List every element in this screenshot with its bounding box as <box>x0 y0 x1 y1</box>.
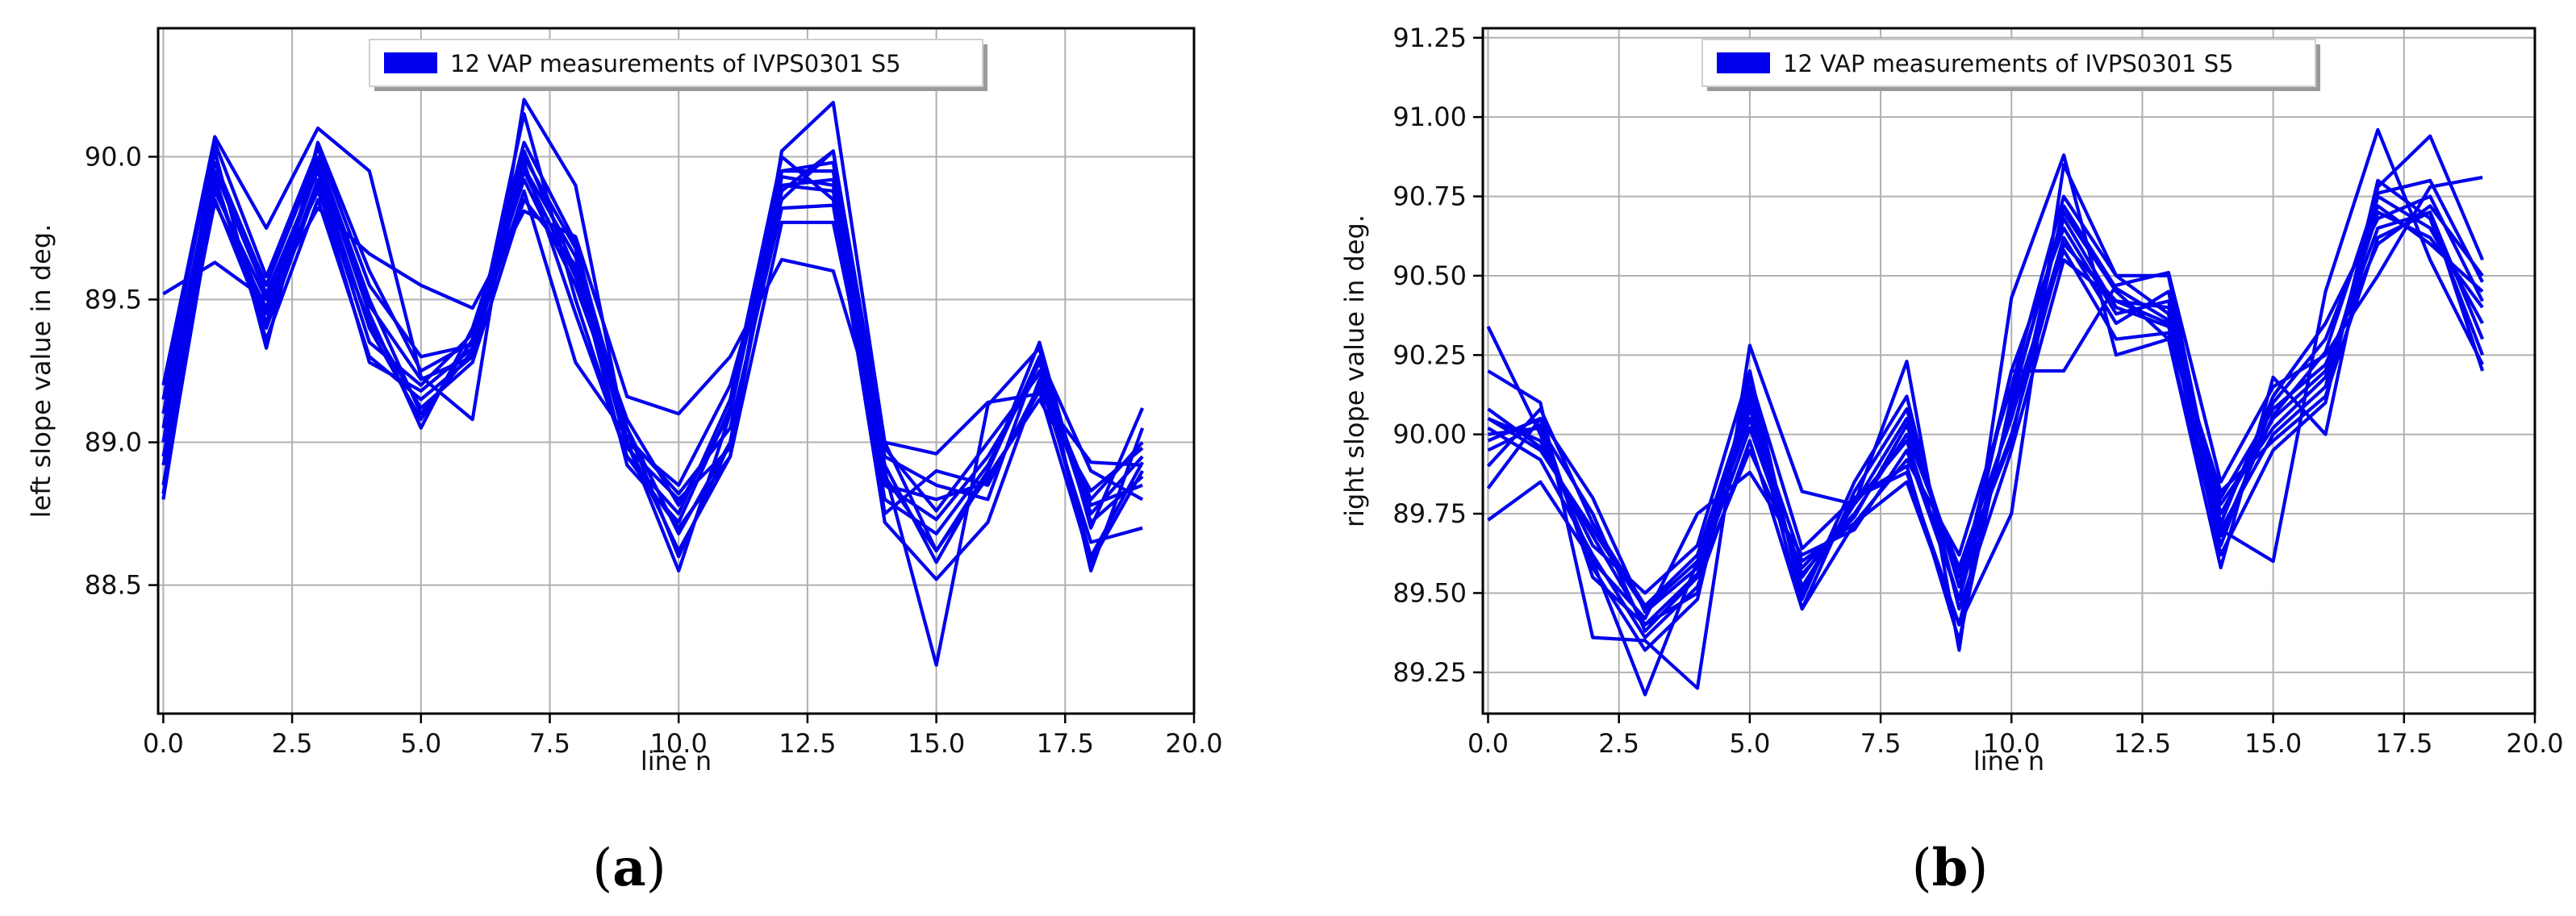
y-tick-label-b-3: 90.00 <box>1392 419 1467 450</box>
legend-box-b <box>1701 39 2316 87</box>
axis-ticks-a: 0.0 2.5 5.0 7.5 10.0 12.5 15.0 17.5 20.0 88.5 89.0… <box>85 141 1223 759</box>
y-tick-label-b-1: 89.50 <box>1392 577 1467 608</box>
series-line-b-11 <box>1487 178 2484 627</box>
x-tick-label-a-5: 12.5 <box>779 728 836 759</box>
y-tick-label-a-1: 89.0 <box>85 427 142 458</box>
x-tick-label-a-7: 17.5 <box>1037 728 1094 759</box>
x-axis-label-a: line n <box>641 746 712 777</box>
grid-a <box>158 28 1195 714</box>
series-line-a-8 <box>161 155 1143 581</box>
x-tick-label-b-7: 17.5 <box>2375 728 2432 759</box>
y-tick-label-b-2: 89.75 <box>1392 498 1467 529</box>
legend-label-a: 12 VAP measurements of IVPS0301 S5 <box>450 50 901 77</box>
x-tick-label-b-3: 7.5 <box>1860 728 1902 759</box>
y-tick-label-a-2: 89.5 <box>85 284 142 314</box>
y-tick-label-a-0: 88.5 <box>85 570 142 601</box>
x-tick-label-b-0: 0.0 <box>1468 728 1509 759</box>
x-axis-label-b: line n <box>1973 746 2044 777</box>
x-tick-label-a-1: 2.5 <box>272 728 313 759</box>
series-lines-a <box>161 98 1145 667</box>
plot-frame-a <box>157 27 1196 715</box>
x-tick-label-a-8: 20.0 <box>1165 728 1222 759</box>
y-tick-label-b-6: 90.75 <box>1392 181 1467 212</box>
x-tick-label-a-2: 5.0 <box>400 728 441 759</box>
series-line-b-7 <box>1487 204 2484 611</box>
series-line-a-4 <box>161 140 1144 572</box>
y-tick-label-b-5: 90.50 <box>1392 260 1467 291</box>
x-tick-label-b-2: 5.0 <box>1729 728 1770 759</box>
series-line-a-12 <box>161 177 1144 564</box>
panel-caption-a: (a) <box>592 838 666 898</box>
series-line-a-1 <box>162 206 1143 467</box>
legend-label-b: 12 VAP measurements of IVPS0301 S5 <box>1783 50 2234 77</box>
y-tick-label-b-7: 91.00 <box>1392 102 1467 132</box>
legend-box-a <box>369 39 983 87</box>
series-line-b-8 <box>1487 178 2485 614</box>
y-axis-label-b: right slope value in deg. <box>1339 214 1370 527</box>
panel-caption-b: (b) <box>1912 838 1989 898</box>
series-line-b-2 <box>1487 134 2485 690</box>
chart-panel-a: 0.0 2.5 5.0 7.5 10.0 12.5 15.0 17.5 20.0 88.5 89.0… <box>26 27 1223 898</box>
x-tick-label-a-0: 0.0 <box>143 728 184 759</box>
axis-ticks-b: 0.0 2.5 5.0 7.5 10.0 12.5 15.0 17.5 20.0 89.25 89.… <box>1392 23 2563 759</box>
x-tick-label-b-8: 20.0 <box>2506 728 2563 759</box>
y-tick-label-b-0: 89.25 <box>1392 657 1467 688</box>
x-tick-label-a-3: 7.5 <box>529 728 570 759</box>
legend-swatch-a <box>384 52 437 73</box>
y-axis-label-a: left slope value in deg. <box>26 224 56 518</box>
x-tick-label-b-6: 15.0 <box>2244 728 2302 759</box>
x-tick-label-a-6: 15.0 <box>908 728 965 759</box>
y-tick-label-b-4: 90.25 <box>1392 339 1467 370</box>
series-line-b-12 <box>1487 210 2485 652</box>
series-lines-b <box>1486 127 2485 697</box>
x-tick-label-b-1: 2.5 <box>1598 728 1639 759</box>
plot-frame-b <box>1481 27 2536 715</box>
x-tick-label-b-5: 12.5 <box>2114 728 2171 759</box>
y-tick-label-a-3: 90.0 <box>85 141 142 172</box>
series-line-b-6 <box>1488 194 2484 633</box>
x-tick-label-a-4: 10.0 <box>650 728 708 759</box>
legend-b: 12 VAP measurements of IVPS0301 S5 <box>1701 39 2320 91</box>
y-tick-label-b-8: 91.25 <box>1392 23 1467 53</box>
series-line-b-9 <box>1487 194 2484 639</box>
legend-swatch-b <box>1717 52 1770 73</box>
x-tick-label-b-4: 10.0 <box>1983 728 2040 759</box>
chart-panel-b: 0.0 2.5 5.0 7.5 10.0 12.5 15.0 17.5 20.0 89.25 89.… <box>1339 23 2564 898</box>
legend-a: 12 VAP measurements of IVPS0301 S5 <box>369 39 987 91</box>
